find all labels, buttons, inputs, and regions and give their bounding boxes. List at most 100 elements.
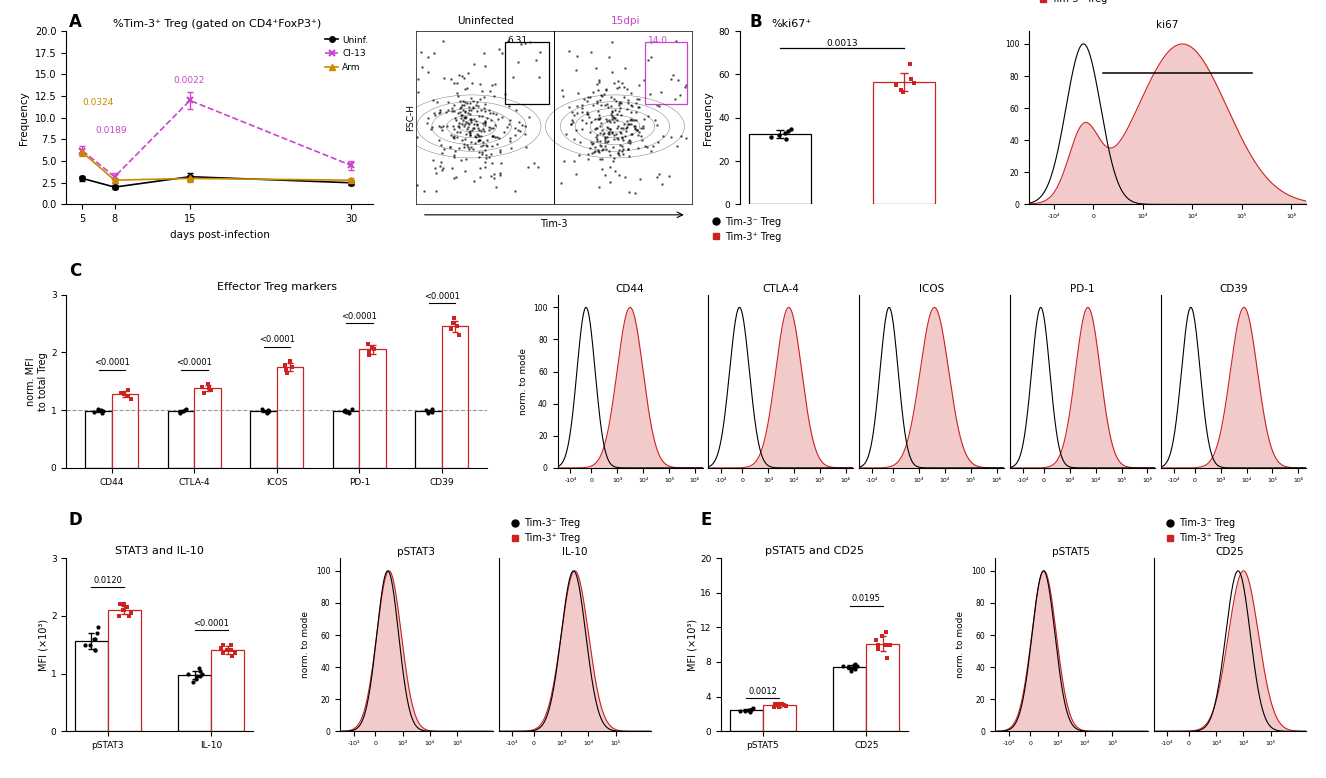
Point	[603, 116, 625, 128]
Point	[497, 34, 518, 47]
Point	[447, 76, 468, 89]
Point	[629, 79, 650, 91]
Point	[586, 128, 607, 141]
Point	[472, 148, 493, 160]
Point	[564, 156, 585, 168]
Point	[647, 99, 668, 111]
Point	[729, 705, 751, 717]
Point	[611, 145, 633, 157]
Point	[424, 109, 446, 121]
Point	[618, 135, 639, 148]
Point	[431, 124, 452, 136]
Point	[442, 102, 463, 114]
Point	[463, 95, 484, 107]
Point	[647, 135, 668, 148]
Point	[743, 702, 764, 714]
Point	[578, 110, 599, 123]
Point	[476, 149, 497, 161]
Point	[460, 129, 481, 142]
Point	[200, 384, 221, 396]
Point	[118, 384, 139, 396]
Point	[460, 113, 481, 125]
Point	[582, 138, 603, 151]
Point	[443, 172, 464, 184]
Point	[213, 639, 235, 651]
Point	[472, 138, 493, 151]
Point	[603, 76, 625, 89]
Point	[341, 403, 362, 415]
Point	[595, 84, 617, 96]
Point	[644, 114, 666, 126]
Point	[585, 145, 606, 157]
Point	[583, 145, 605, 158]
Point	[198, 378, 219, 391]
Point	[609, 149, 630, 161]
Point	[503, 71, 524, 83]
Point	[866, 634, 887, 647]
Point	[619, 114, 640, 126]
Point	[675, 79, 696, 91]
Point	[479, 150, 500, 163]
Point	[452, 95, 473, 107]
Point	[334, 405, 355, 418]
Point	[597, 135, 618, 148]
Point	[597, 114, 618, 127]
Cl-13	[106, 172, 122, 181]
Text: 0.0022: 0.0022	[174, 76, 206, 85]
Point	[475, 114, 496, 127]
Point	[606, 121, 627, 134]
Point	[629, 173, 650, 186]
Point	[460, 97, 481, 110]
Point	[598, 128, 619, 140]
Point	[473, 116, 495, 128]
Point	[611, 140, 633, 152]
Point	[460, 116, 481, 128]
Cl-13	[343, 161, 359, 170]
Point	[606, 82, 627, 94]
Point	[109, 609, 130, 622]
Bar	[646, 41, 687, 104]
Point	[407, 86, 428, 99]
Point	[565, 63, 586, 75]
Point	[471, 124, 492, 137]
Point	[627, 129, 648, 142]
Text: 0.0324: 0.0324	[82, 98, 114, 107]
Point	[611, 108, 633, 121]
Point	[118, 390, 139, 402]
Point	[217, 644, 239, 657]
Point	[416, 404, 438, 416]
Point	[577, 95, 598, 107]
Point	[594, 140, 615, 152]
Point	[599, 160, 621, 173]
Point	[363, 343, 385, 356]
Point	[577, 108, 598, 121]
Point	[761, 131, 782, 143]
Point	[615, 121, 636, 134]
Point	[621, 128, 642, 140]
Point	[463, 118, 484, 131]
Point	[508, 124, 529, 136]
Point	[618, 117, 639, 130]
Point	[595, 131, 617, 143]
Point	[668, 74, 690, 86]
Point	[460, 135, 481, 148]
Point	[431, 139, 452, 152]
Bar	[415, 411, 442, 468]
Point	[480, 114, 501, 126]
Point	[617, 103, 638, 115]
Point	[442, 317, 463, 330]
Point	[457, 107, 479, 119]
Point	[460, 92, 481, 104]
Point	[586, 122, 607, 135]
Title: pSTAT5 and CD25: pSTAT5 and CD25	[765, 546, 865, 555]
Point	[170, 405, 191, 418]
Point	[468, 129, 489, 142]
Point	[550, 177, 572, 189]
Point	[565, 168, 586, 180]
Point	[471, 85, 492, 97]
Title: STAT3 and IL-10: STAT3 and IL-10	[115, 546, 204, 555]
Legend: Tim-3⁻ Treg, Tim-3⁺ Treg: Tim-3⁻ Treg, Tim-3⁺ Treg	[1162, 514, 1238, 547]
Point	[439, 141, 460, 153]
Point	[484, 78, 505, 90]
Point	[338, 407, 359, 419]
